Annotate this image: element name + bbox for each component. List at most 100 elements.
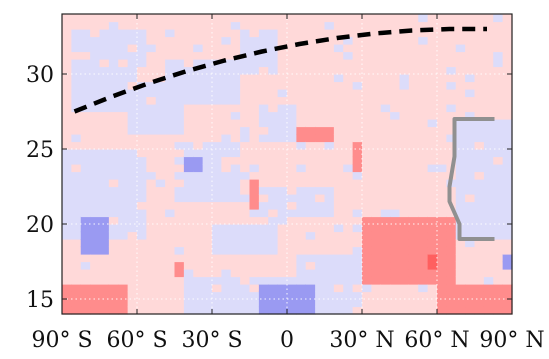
heatmap-cell (99, 164, 110, 173)
heatmap-cell (221, 51, 232, 60)
heatmap-cell (146, 59, 157, 68)
heatmap-cell (193, 111, 204, 120)
heatmap-cell (427, 246, 438, 255)
heatmap-cell (483, 299, 494, 308)
heatmap-cell (380, 141, 391, 150)
heatmap-cell (137, 14, 147, 23)
heatmap-cell (399, 141, 410, 150)
heatmap-cell (268, 36, 279, 45)
heatmap-cell (446, 209, 457, 218)
heatmap-cell (333, 89, 344, 98)
heatmap-cell (230, 111, 241, 120)
heatmap-cell (99, 291, 110, 300)
heatmap-cell (62, 299, 72, 308)
heatmap-cell (71, 96, 82, 105)
heatmap-cell (71, 36, 82, 45)
heatmap-cell (155, 209, 166, 218)
heatmap-cell (155, 239, 166, 248)
heatmap-cell (352, 284, 363, 293)
heatmap-cell (258, 141, 269, 150)
heatmap-cell (324, 276, 335, 285)
heatmap-cell (137, 194, 147, 203)
heatmap-cell (174, 164, 185, 173)
heatmap-cell (296, 29, 307, 38)
heatmap-cell (324, 149, 335, 158)
heatmap-cell (465, 119, 476, 128)
heatmap-cell (202, 179, 213, 188)
heatmap-cell (502, 299, 513, 308)
heatmap-cell (437, 14, 447, 23)
heatmap-cell (408, 299, 419, 308)
heatmap-cell (474, 74, 485, 83)
heatmap-cell (71, 254, 82, 263)
heatmap-cell (240, 306, 251, 315)
heatmap-cell (165, 51, 176, 60)
heatmap-cell (230, 276, 241, 285)
heatmap-cell (455, 306, 466, 315)
heatmap-cell (249, 149, 260, 158)
heatmap-cell (380, 209, 391, 218)
heatmap-cell (146, 299, 157, 308)
heatmap-cell (90, 239, 101, 248)
heatmap-cell (287, 299, 297, 308)
heatmap-cell (277, 171, 288, 180)
heatmap-cell (362, 171, 372, 180)
heatmap-cell (333, 239, 344, 248)
heatmap-cell (399, 74, 410, 83)
heatmap-cell (137, 21, 147, 30)
heatmap-cell (418, 126, 429, 135)
heatmap-cell (108, 164, 119, 173)
heatmap-cell (399, 104, 410, 113)
heatmap-cell (427, 179, 438, 188)
heatmap-cell (296, 149, 307, 158)
heatmap-cell (127, 291, 138, 300)
heatmap-cell (277, 74, 288, 83)
heatmap-cell (183, 179, 194, 188)
heatmap-cell (296, 291, 307, 300)
heatmap-cell (174, 29, 185, 38)
heatmap-cell (343, 111, 354, 120)
heatmap-cell (371, 96, 382, 105)
heatmap-cell (62, 216, 72, 225)
heatmap-cell (258, 104, 269, 113)
heatmap-cell (343, 134, 354, 143)
heatmap-cell (483, 51, 494, 60)
heatmap-cell (258, 81, 269, 90)
heatmap-cell (212, 66, 222, 75)
heatmap-cell (155, 269, 166, 278)
heatmap-cell (455, 89, 466, 98)
heatmap-cell (418, 209, 429, 218)
heatmap-cell (108, 126, 119, 135)
heatmap-cell (455, 96, 466, 105)
heatmap-cell (118, 21, 129, 30)
heatmap-cell (418, 59, 429, 68)
heatmap-cell (408, 96, 419, 105)
heatmap-cell (258, 299, 269, 308)
heatmap-cell (465, 186, 476, 195)
heatmap-cell (258, 171, 269, 180)
heatmap-cell (90, 96, 101, 105)
heatmap-cell (427, 261, 438, 270)
heatmap-cell (118, 179, 129, 188)
heatmap-cell (437, 269, 447, 278)
heatmap-cell (277, 36, 288, 45)
heatmap-cell (380, 149, 391, 158)
heatmap-cell (193, 89, 204, 98)
heatmap-cell (240, 194, 251, 203)
heatmap-cell (277, 224, 288, 233)
heatmap-cell (296, 59, 307, 68)
heatmap-cell (118, 51, 129, 60)
heatmap-cell (371, 194, 382, 203)
heatmap-cell (99, 36, 110, 45)
heatmap-cell (465, 291, 476, 300)
heatmap-cell (80, 254, 91, 263)
heatmap-cell (258, 291, 269, 300)
heatmap-cell (437, 299, 447, 308)
heatmap-cell (315, 239, 326, 248)
heatmap-cell (165, 126, 176, 135)
heatmap-cell (202, 149, 213, 158)
heatmap-cell (446, 254, 457, 263)
heatmap-cell (183, 261, 194, 270)
heatmap-cell (118, 209, 129, 218)
heatmap-cell (165, 14, 176, 23)
